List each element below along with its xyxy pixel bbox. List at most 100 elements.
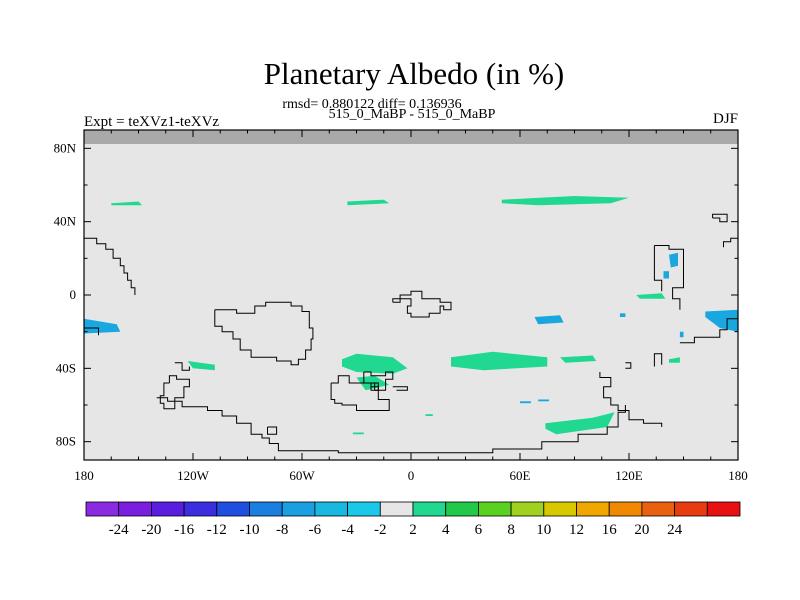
colorbar-swatch xyxy=(314,501,348,517)
coastline xyxy=(159,375,190,410)
colorbar-swatch xyxy=(412,501,447,517)
coastline xyxy=(156,397,626,454)
colorbar-label: 16 xyxy=(602,522,618,538)
colorbar-swatch xyxy=(477,501,512,517)
coastlines xyxy=(84,213,738,454)
colorbar-swatch xyxy=(347,501,381,517)
negative-anomaly-region xyxy=(679,331,684,338)
positive-anomaly-region xyxy=(425,414,433,416)
x-tick-label: 120E xyxy=(615,468,643,483)
coastline xyxy=(599,372,663,427)
y-tick-label: 80S xyxy=(56,434,76,449)
colorbar-label: -10 xyxy=(240,522,260,538)
x-tick-label: 60W xyxy=(289,468,315,483)
negative-anomaly-region xyxy=(534,315,564,325)
colorbar-swatch xyxy=(608,501,643,517)
coastline xyxy=(174,362,190,371)
y-tick-label: 40N xyxy=(54,214,77,229)
colorbar-label: 24 xyxy=(667,522,683,538)
colorbar-swatch xyxy=(118,501,152,517)
colorbar-label: -12 xyxy=(207,522,227,538)
colorbar: -24 -20 -16 -12 -10 -8 -6 -4 -2 2 4 6 8 10 12 16 20 24 xyxy=(85,501,741,538)
colorbar-label: -8 xyxy=(276,522,289,538)
negative-anomaly-region xyxy=(663,271,669,279)
y-tick-label: 80N xyxy=(54,140,77,155)
colorbar-label: -20 xyxy=(141,522,161,538)
coastline xyxy=(84,237,136,295)
y-tick-label: 40S xyxy=(56,360,76,375)
chart-subtitle: 515_0_MaBP - 515_0_MaBP xyxy=(329,107,496,122)
colorbar-label: 6 xyxy=(475,522,483,538)
coastline xyxy=(653,245,663,292)
x-tick-label: 180 xyxy=(728,468,748,483)
coastline xyxy=(370,382,379,391)
colorbar-swatch xyxy=(543,501,577,517)
colorbar-labels: -24 -20 -16 -12 -10 -8 -6 -4 -2 2 4 6 8 10 12 16 20 24 xyxy=(109,522,683,538)
colorbar-swatch xyxy=(281,501,316,517)
colorbar-swatch xyxy=(445,501,479,517)
coastline xyxy=(330,375,390,411)
coastline xyxy=(214,301,314,366)
positive-anomaly-region xyxy=(636,293,666,299)
x-tick-label: 120W xyxy=(177,468,210,483)
negative-anomaly-region xyxy=(538,399,550,402)
colorbar-label: -6 xyxy=(309,522,322,538)
colorbar-label: -16 xyxy=(174,522,194,538)
coastline xyxy=(84,327,99,336)
coastline xyxy=(392,290,452,318)
chart-title: Planetary Albedo (in %) xyxy=(264,56,564,91)
positive-anomaly-region xyxy=(342,353,408,374)
positive-anomaly-region xyxy=(352,432,364,435)
y-axis-ticks: 80N 40N 0 40S 80S xyxy=(54,140,738,449)
map-plot-area: 180 120W 60W 0 60E 120E 180 80N 40N 0 40S 80S xyxy=(54,129,748,483)
coastline xyxy=(392,386,408,391)
colorbar-label: 10 xyxy=(536,522,551,538)
x-axis-ticks: 180 120W 60W 0 60E 120E 180 xyxy=(74,130,748,483)
negative-anomaly-region xyxy=(619,313,626,317)
colorbar-label: -4 xyxy=(341,522,354,538)
coastline xyxy=(679,318,738,344)
colorbar-swatch xyxy=(216,501,250,517)
positive-anomaly-region xyxy=(545,412,615,435)
season-label: DJF xyxy=(713,111,738,127)
coastline xyxy=(654,245,684,310)
positive-anomaly-region xyxy=(187,361,215,371)
positive-anomaly-region xyxy=(501,196,629,206)
negative-anomaly-region xyxy=(520,401,531,404)
colorbar-swatches xyxy=(85,501,741,517)
y-tick-label: 0 xyxy=(70,287,77,302)
colorbar-swatch xyxy=(674,501,708,517)
negative-anomaly-region xyxy=(84,318,121,334)
coastline xyxy=(267,426,278,435)
colorbar-swatch xyxy=(379,501,414,517)
negative-anomaly-region xyxy=(705,309,738,332)
colorbar-label: 20 xyxy=(634,522,649,538)
colorbar-swatch xyxy=(249,501,283,517)
stats-line: rmsd= 0.880122 diff= 0.136936 xyxy=(282,97,461,112)
coastline xyxy=(625,362,632,369)
negative-anomaly-region xyxy=(669,252,678,268)
colorbar-swatch xyxy=(641,501,676,517)
colorbar-label: 12 xyxy=(569,522,584,538)
positive-anomaly-region xyxy=(669,357,680,363)
x-tick-label: 180 xyxy=(74,468,94,483)
positive-anomaly-region xyxy=(111,201,143,206)
colorbar-swatch xyxy=(85,501,120,517)
colorbar-label: -2 xyxy=(374,522,387,538)
x-tick-label: 0 xyxy=(408,468,415,483)
coastline xyxy=(723,237,738,248)
colorbar-label: 8 xyxy=(507,522,515,538)
x-tick-label: 60E xyxy=(510,468,531,483)
colorbar-swatch xyxy=(576,501,610,517)
anomaly-regions xyxy=(84,196,738,435)
experiment-label: Expt = teXVz1-teXVz xyxy=(84,114,219,130)
colorbar-swatch xyxy=(183,501,218,517)
coastline xyxy=(712,213,728,223)
colorbar-label: -24 xyxy=(109,522,129,538)
positive-anomaly-region xyxy=(347,199,390,206)
positive-anomaly-region xyxy=(560,355,597,363)
colorbar-swatch xyxy=(706,501,741,517)
colorbar-swatch xyxy=(150,501,185,517)
colorbar-label: 4 xyxy=(442,522,450,538)
